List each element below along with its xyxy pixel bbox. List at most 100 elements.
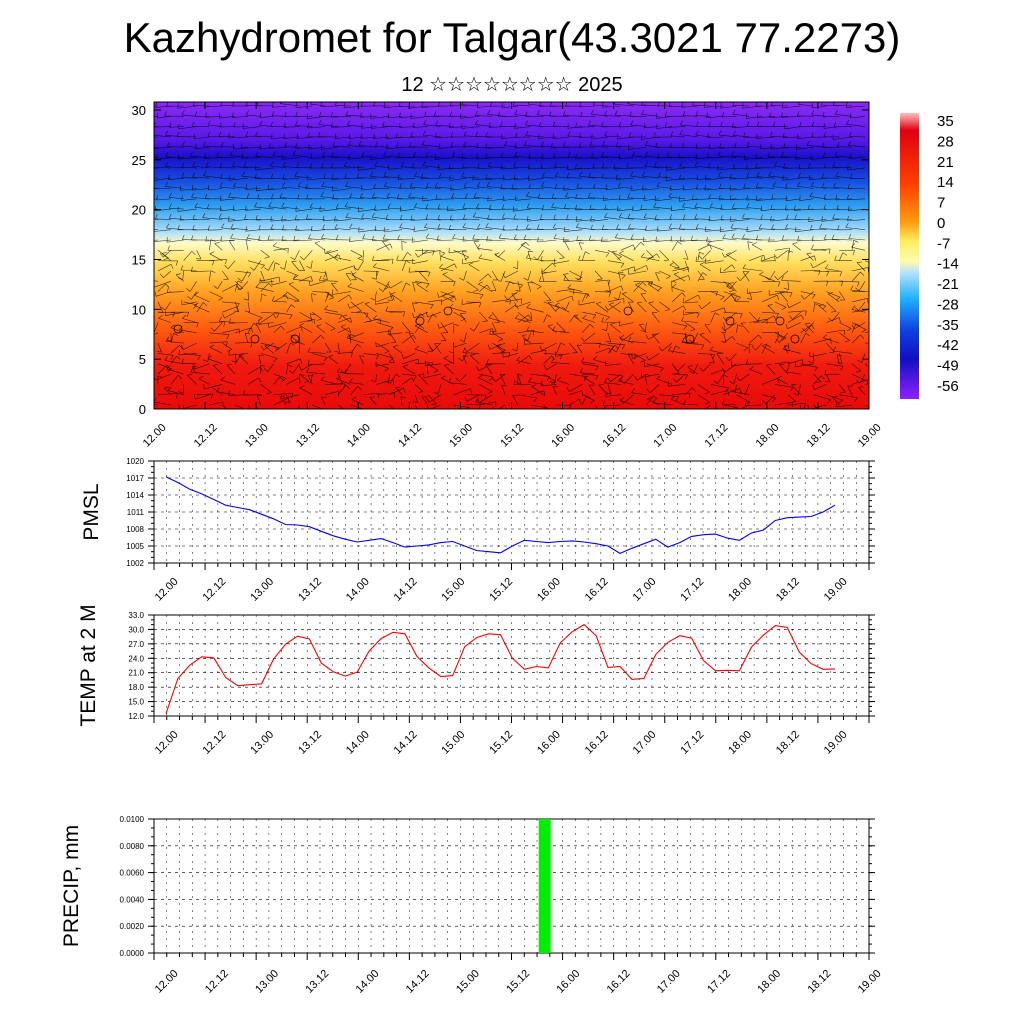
wind-barb: [541, 342, 557, 351]
wind-barb: [255, 287, 274, 292]
wind-barb: [850, 157, 866, 159]
wind-barb: [744, 384, 750, 395]
wind-barb: [423, 134, 441, 138]
wind-barb: [209, 270, 211, 282]
wind-barb-flag: [332, 141, 336, 147]
wind-barb: [851, 309, 866, 313]
wind-barb-flag: [409, 142, 412, 147]
wind-barb: [324, 293, 330, 303]
wind-barb-flag: [828, 292, 833, 295]
wind-barb: [194, 363, 210, 370]
wind-barb-flag: [319, 111, 322, 117]
wind-barb: [438, 167, 454, 170]
wind-barb-flag: [526, 224, 529, 229]
wind-barb-flag: [821, 182, 825, 188]
wind-barb: [630, 238, 647, 241]
wind-barb: [747, 291, 763, 294]
wind-barb-flag: [347, 283, 352, 287]
wind-barb: [400, 396, 403, 406]
wind-barb: [390, 293, 403, 303]
wind-barb: [635, 284, 647, 292]
wind-barb: [154, 166, 171, 169]
calm-wind-marker: [173, 324, 183, 334]
wind-barb: [347, 125, 364, 127]
wind-barb: [334, 257, 351, 261]
wind-barb: [851, 323, 857, 333]
wind-barb-flag: [798, 163, 801, 169]
wind-barb-flag: [197, 355, 201, 360]
wind-barb: [553, 125, 570, 127]
wind-barb-flag: [486, 181, 490, 187]
wind-barb-flag: [642, 281, 647, 286]
wind-barb: [795, 229, 814, 232]
wind-barb: [370, 176, 390, 179]
wind-barb-flag: [513, 214, 516, 220]
wind-barb-flag: [196, 322, 199, 328]
wind-barb-flag: [350, 317, 353, 323]
wind-barb: [376, 363, 389, 369]
wind-barb-flag: [776, 375, 782, 379]
wind-barb-flag: [255, 164, 257, 170]
wind-barb-flag: [569, 405, 572, 409]
wind-barb-flag: [267, 322, 270, 328]
wind-barb-flag: [331, 151, 334, 157]
wind-barb-flag: [770, 216, 772, 222]
wind-barb-flag: [502, 352, 504, 358]
wind-barb-flag: [472, 174, 474, 180]
wind-barb-flag: [732, 203, 735, 209]
wind-barb: [217, 281, 223, 289]
wind-barb-flag: [281, 202, 285, 208]
wind-barb-flag: [335, 203, 339, 209]
wind-barb-flag: [218, 213, 222, 219]
wind-barb: [438, 219, 454, 221]
wind-barb: [692, 198, 711, 201]
wind-barb: [596, 303, 609, 313]
wind-barb-flag: [714, 312, 720, 316]
wind-barb-flag: [502, 213, 505, 219]
wind-barb: [774, 361, 790, 365]
wind-barb-flag: [161, 306, 166, 311]
wind-barb: [370, 116, 390, 119]
wind-barb-flag: [384, 351, 390, 354]
wind-barb: [260, 353, 278, 359]
wind-barb: [461, 301, 480, 305]
wind-barb-flag: [306, 380, 312, 384]
wind-barb-flag: [758, 334, 762, 339]
wind-barb-flag: [448, 122, 451, 128]
wind-barb: [371, 126, 390, 129]
wind-barb-flag: [485, 143, 488, 149]
wind-barb-flag: [348, 327, 351, 333]
wind-barb-flag: [448, 378, 452, 383]
wind-barb-flag: [640, 241, 645, 246]
wind-barb-flag: [320, 334, 325, 340]
wind-barb: [230, 228, 249, 230]
x-tick-label: 17.12: [703, 422, 731, 450]
wind-barb-flag: [589, 400, 595, 404]
wind-barb-flag: [627, 193, 630, 198]
wind-barb-flag: [565, 192, 569, 197]
wind-barb-flag: [408, 192, 412, 198]
wind-barb: [235, 327, 252, 334]
wind-barb: [321, 146, 339, 150]
wind-barb-flag: [500, 152, 503, 158]
wind-barb-flag: [436, 235, 439, 241]
wind-barb: [633, 265, 647, 272]
wind-barb: [548, 302, 557, 313]
wind-barb-flag: [155, 214, 158, 220]
wind-barb-flag: [259, 278, 261, 284]
wind-barb-flag: [618, 194, 621, 200]
wind-barb: [323, 177, 339, 180]
wind-barb-flag: [704, 226, 707, 232]
wind-barb-flag: [390, 292, 396, 295]
wind-barb: [399, 187, 416, 189]
wind-barb: [345, 273, 352, 282]
wind-barb: [630, 188, 647, 191]
wind-barb-flag: [513, 162, 516, 168]
wind-barb: [321, 396, 326, 406]
wind-barb-flag: [521, 334, 527, 337]
wind-barb-flag: [350, 334, 355, 337]
wind-barb-flag: [755, 182, 759, 188]
wind-barb: [832, 136, 853, 140]
wind-barb: [670, 398, 686, 406]
wind-barb-flag: [331, 112, 333, 118]
